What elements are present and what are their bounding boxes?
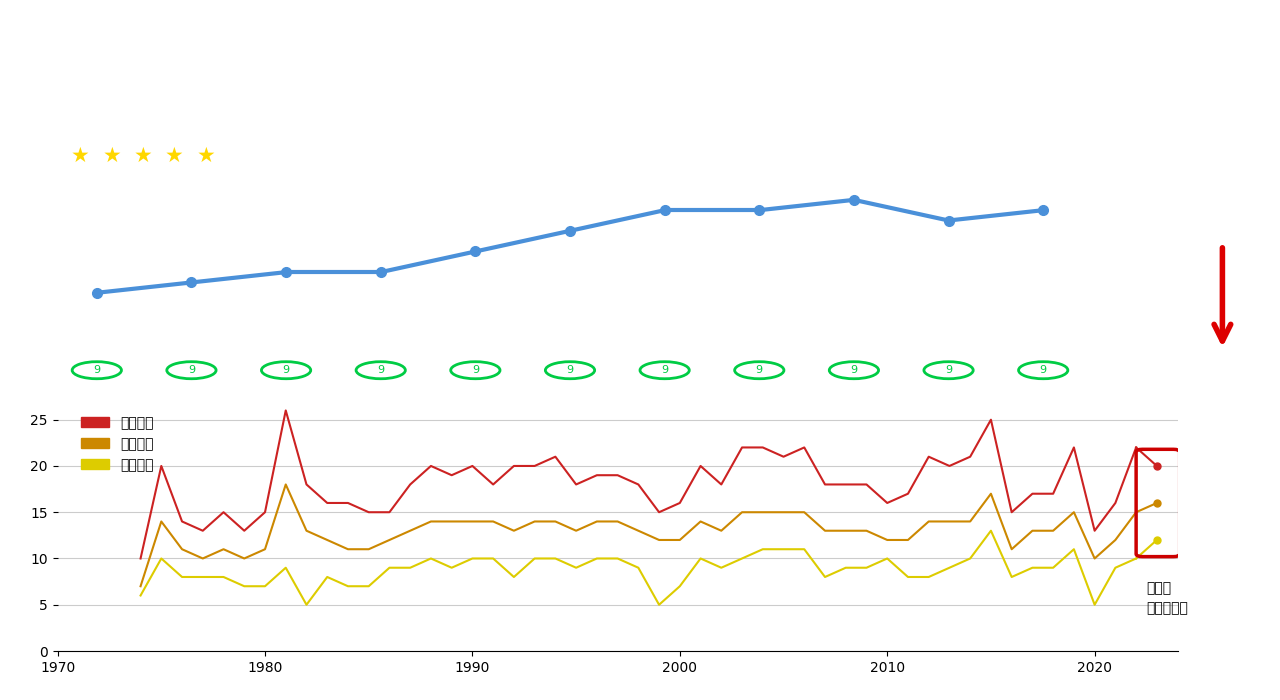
Text: 9: 9 [378, 365, 384, 375]
Text: 19°: 19° [749, 225, 771, 239]
Text: 9: 9 [660, 365, 668, 375]
Text: ★: ★ [102, 146, 122, 166]
Text: 17°: 17° [559, 246, 581, 259]
Text: 13°: 13° [370, 288, 392, 300]
Text: 2 PM: 2 PM [744, 384, 774, 398]
Circle shape [640, 327, 690, 344]
Text: ★: ★ [70, 146, 90, 166]
Text: Berlin, Germany • September 24, 2023: Berlin, Germany • September 24, 2023 [70, 99, 371, 114]
Text: 3 PM: 3 PM [838, 384, 869, 398]
Text: 17°: 17° [559, 195, 581, 208]
Text: 20°: 20° [842, 216, 865, 228]
Circle shape [545, 327, 595, 344]
Text: 8 AM: 8 AM [175, 384, 207, 398]
Circle shape [451, 327, 500, 344]
Text: 1 PM: 1 PM [649, 384, 680, 398]
Text: 11°: 11° [86, 308, 108, 321]
Circle shape [72, 327, 122, 344]
Text: 9: 9 [567, 365, 573, 375]
Circle shape [829, 327, 878, 344]
Text: ★: ★ [197, 146, 215, 166]
Legend: 最高気温, 平均気温, 最低気温: 最高気温, 平均気温, 最低気温 [76, 411, 159, 477]
Text: 20°: 20° [842, 164, 865, 176]
Text: 15°: 15° [465, 215, 486, 228]
Text: 12°: 12° [180, 246, 202, 259]
Text: 9: 9 [188, 365, 195, 375]
Text: 19°: 19° [654, 225, 676, 239]
Text: 13°: 13° [370, 236, 392, 249]
Text: 13°: 13° [275, 288, 297, 300]
Text: 9: 9 [283, 365, 289, 375]
Text: 18°: 18° [937, 184, 960, 197]
Text: Berlin Marathon: Berlin Marathon [70, 41, 401, 75]
Text: ★: ★ [165, 146, 184, 166]
Text: 19°: 19° [1032, 174, 1055, 187]
Text: 9: 9 [850, 365, 858, 375]
Text: 11°: 11° [86, 256, 108, 270]
Text: 15°: 15° [465, 267, 486, 280]
Text: 19°: 19° [749, 174, 771, 187]
Text: 12°: 12° [180, 298, 202, 311]
Text: 5 PM: 5 PM [1028, 384, 1059, 398]
Text: 10 AM: 10 AM [361, 384, 401, 398]
Text: 7 AM: 7 AM [81, 384, 113, 398]
Text: 11 AM: 11 AM [456, 384, 495, 398]
Text: 競技時間: 競技時間 [527, 131, 573, 150]
Text: 9: 9 [1039, 365, 1047, 375]
Circle shape [261, 327, 311, 344]
Circle shape [166, 327, 216, 344]
Circle shape [735, 327, 783, 344]
Text: 9 AM: 9 AM [270, 384, 302, 398]
Text: 4 PM: 4 PM [933, 384, 964, 398]
Circle shape [356, 327, 406, 344]
Text: 9: 9 [472, 365, 479, 375]
Text: 9: 9 [755, 365, 763, 375]
Text: 9: 9 [945, 365, 952, 375]
Text: 18°: 18° [937, 236, 960, 249]
Text: 19°: 19° [654, 174, 676, 187]
Text: 9: 9 [93, 365, 100, 375]
Text: 13°: 13° [275, 236, 297, 249]
Text: 今年は
高めだった: 今年は 高めだった [1147, 582, 1188, 615]
Text: 12 PM: 12 PM [550, 384, 589, 398]
Circle shape [1019, 327, 1068, 344]
Text: 19°: 19° [1032, 225, 1055, 239]
Circle shape [924, 327, 973, 344]
Text: ★: ★ [134, 146, 152, 166]
